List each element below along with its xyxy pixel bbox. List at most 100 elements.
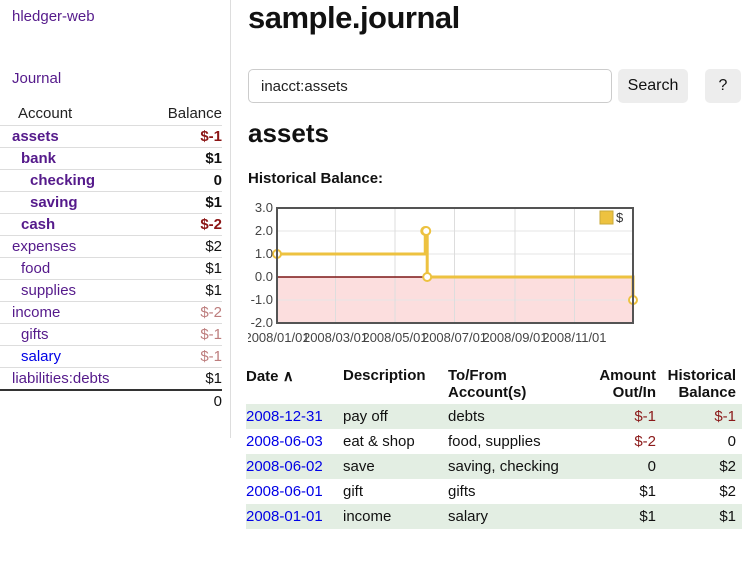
main-panel: sample.journal × Search ? assets Histori…: [244, 0, 742, 582]
transaction-historical: $2: [719, 483, 736, 500]
transaction-description: income: [343, 504, 448, 529]
app-brand-link[interactable]: hledger-web: [12, 8, 95, 25]
sidebar-account-salary[interactable]: salary: [21, 348, 62, 365]
transaction-accounts: debts: [448, 404, 580, 429]
sidebar-account-income[interactable]: income: [12, 304, 61, 321]
register-table: Date ∧ Description To/From Account(s) Am…: [246, 364, 742, 529]
page-title: sample.journal: [248, 0, 460, 35]
sidebar-account-supplies[interactable]: supplies: [21, 282, 77, 299]
account-row: liabilities:debts $1: [0, 367, 222, 391]
account-balance: $-1: [148, 345, 222, 368]
account-balance: $1: [148, 147, 222, 170]
sidebar-account-expenses[interactable]: expenses: [12, 238, 77, 255]
accounts-total: 0: [148, 389, 222, 412]
svg-text:2.0: 2.0: [255, 223, 273, 238]
svg-text:2008/05/01: 2008/05/01: [362, 330, 427, 345]
help-button[interactable]: ?: [705, 69, 741, 103]
account-heading: assets: [248, 118, 329, 148]
account-row: food $1: [0, 257, 222, 280]
historical-balance-chart: $3.0 2.0 1.0 0.0 -1.0 -2.0 2008/01/01 2008/03/0…: [244, 200, 742, 348]
svg-text:$: $: [616, 210, 624, 225]
sidebar-account-saving[interactable]: saving: [30, 194, 78, 211]
account-balance: $2: [148, 235, 222, 258]
accounts-table: Account Balance assets $-1 bank $1 checking 0…: [0, 102, 222, 412]
transaction-description: save: [343, 454, 448, 479]
account-balance: $-2: [148, 301, 222, 324]
accounts-header-balance: Balance: [148, 102, 222, 126]
sidebar-account-liabilities-debts[interactable]: liabilities:debts: [12, 370, 110, 387]
account-balance: $-2: [148, 213, 222, 236]
account-row: gifts $-1: [0, 323, 222, 346]
account-balance: $1: [148, 191, 222, 214]
transaction-historical: $-1: [656, 404, 742, 429]
account-row: supplies $1: [0, 279, 222, 302]
account-balance: $1: [148, 257, 222, 280]
transaction-amount: 0: [580, 454, 656, 479]
sidebar-account-food[interactable]: food: [21, 260, 51, 277]
transaction-description: gift: [343, 483, 364, 500]
transaction-amount: $1: [580, 504, 656, 529]
account-row: expenses $2: [0, 235, 222, 258]
register-header-historical: Historical Balance: [667, 367, 736, 401]
transaction-row: 2008-12-31 pay off debts $-1 $-1: [246, 404, 742, 429]
transaction-historical: 0: [727, 433, 736, 450]
transaction-amount: $1: [639, 483, 656, 500]
chart-title: Historical Balance:: [248, 170, 384, 187]
account-balance: $-1: [148, 323, 222, 346]
svg-text:-1.0: -1.0: [251, 292, 273, 307]
transaction-accounts: food, supplies: [448, 433, 541, 450]
transaction-historical: $2: [656, 454, 742, 479]
accounts-header-account: Account: [0, 102, 149, 126]
svg-text:2008/11/01: 2008/11/01: [542, 330, 606, 345]
sidebar: hledger-web Journal Account Balance asse…: [0, 0, 231, 438]
transaction-date-link[interactable]: 2008-06-02: [246, 458, 323, 475]
search-form: × Search ?: [248, 69, 742, 103]
transaction-description: eat & shop: [343, 433, 415, 450]
search-button[interactable]: Search: [618, 69, 688, 103]
sidebar-item-journal[interactable]: Journal: [12, 70, 62, 87]
sidebar-account-cash[interactable]: cash: [21, 216, 56, 233]
svg-text:2008/03/01: 2008/03/01: [303, 330, 368, 345]
svg-text:-2.0: -2.0: [251, 315, 273, 330]
sidebar-account-gifts[interactable]: gifts: [21, 326, 49, 343]
account-row: cash $-2: [0, 213, 222, 236]
register-header-accounts: To/From Account(s): [448, 367, 527, 401]
register-header-amount: Amount Out/In: [599, 367, 656, 401]
transaction-date-link[interactable]: 2008-01-01: [246, 508, 323, 525]
sidebar-account-checking[interactable]: checking: [30, 172, 96, 189]
svg-text:0.0: 0.0: [255, 269, 273, 284]
svg-text:2008/09/01: 2008/09/01: [482, 330, 547, 345]
transaction-accounts: gifts: [448, 483, 476, 500]
account-row: saving $1: [0, 191, 222, 214]
transaction-accounts: saving, checking: [448, 454, 580, 479]
search-input[interactable]: [248, 69, 612, 103]
transaction-row: 2008-06-02 save saving, checking 0 $2: [246, 454, 742, 479]
sort-ascending-icon: ∧: [282, 368, 294, 385]
transaction-row: 2008-01-01 income salary $1 $1: [246, 504, 742, 529]
account-row: salary $-1: [0, 345, 222, 368]
svg-text:1.0: 1.0: [255, 246, 273, 261]
transaction-date-link[interactable]: 2008-12-31: [246, 408, 323, 425]
sidebar-account-bank[interactable]: bank: [21, 150, 57, 167]
chart-canvas: $3.0 2.0 1.0 0.0 -1.0 -2.02008/01/012008/03/0…: [244, 200, 638, 345]
transaction-date-link[interactable]: 2008-06-01: [246, 483, 323, 500]
account-row: income $-2: [0, 301, 222, 324]
transaction-accounts: salary: [448, 504, 580, 529]
svg-text:3.0: 3.0: [255, 202, 273, 215]
transaction-historical: $1: [656, 504, 742, 529]
transaction-date-link[interactable]: 2008-06-03: [246, 433, 323, 450]
account-balance: 0: [148, 169, 222, 192]
register-table-body: 2008-12-31 pay off debts $-1 $-1 2008-06-03 ea…: [246, 404, 742, 529]
account-row: bank $1: [0, 147, 222, 170]
transaction-description: pay off: [343, 404, 448, 429]
svg-text:2008/07/01: 2008/07/01: [422, 330, 487, 345]
register-header-date[interactable]: Date ∧: [246, 368, 294, 385]
account-balance: $-1: [148, 125, 222, 148]
transaction-row: 2008-06-03 eat & shop food, supplies $-2 0: [246, 429, 742, 454]
accounts-total-row: 0: [0, 389, 222, 412]
account-balance: $1: [148, 279, 222, 302]
svg-text:2008/01/01: 2008/01/01: [248, 330, 310, 345]
account-row: assets $-1: [0, 125, 222, 148]
register-header-description: Description: [343, 367, 426, 384]
sidebar-account-assets[interactable]: assets: [12, 128, 59, 145]
